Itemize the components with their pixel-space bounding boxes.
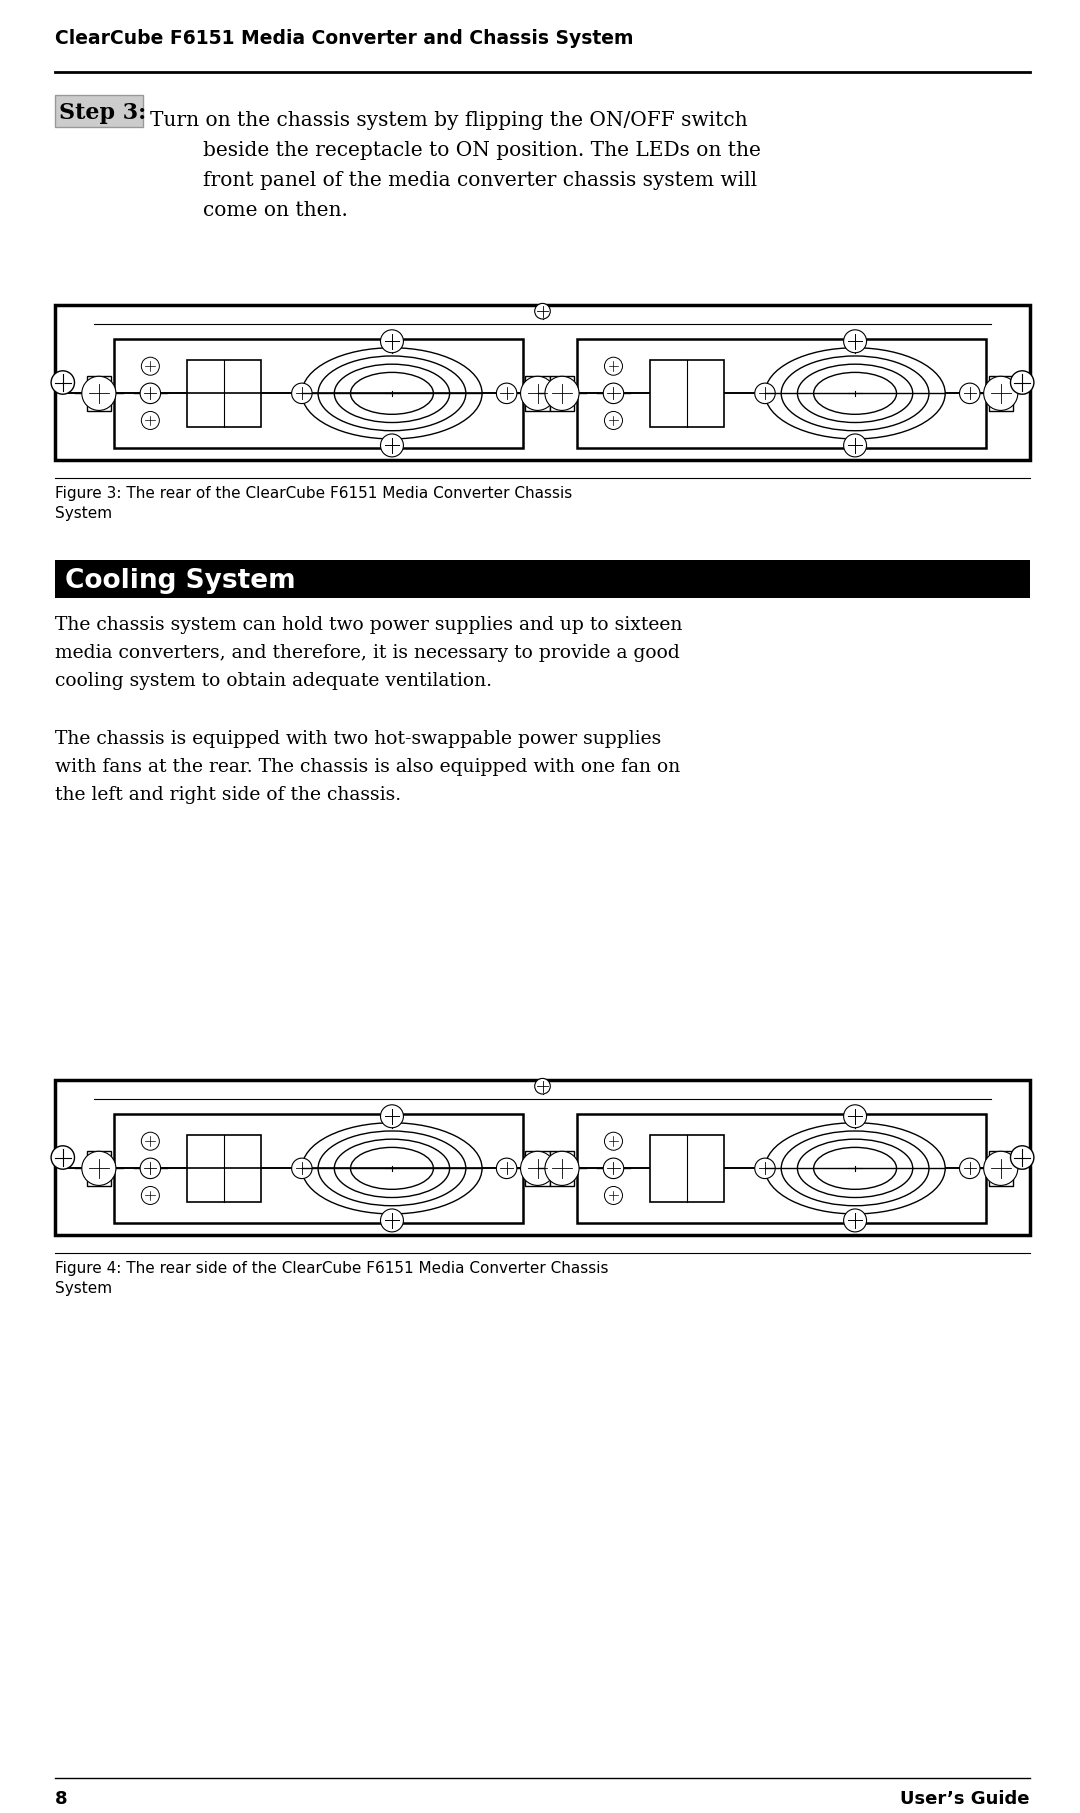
Bar (550, 375, 575, 412)
Circle shape (605, 357, 622, 375)
Bar (577, 1115, 986, 1222)
Circle shape (984, 377, 1017, 410)
Text: front panel of the media converter chassis system will: front panel of the media converter chass… (203, 170, 757, 190)
Bar (55, 305, 1030, 461)
Circle shape (497, 383, 517, 404)
Circle shape (959, 1159, 980, 1178)
Text: cooling system to obtain adequate ventilation.: cooling system to obtain adequate ventil… (55, 673, 492, 691)
Bar (113, 339, 523, 448)
Bar (187, 359, 261, 428)
Circle shape (535, 1079, 551, 1093)
Text: with fans at the rear. The chassis is also equipped with one fan on: with fans at the rear. The chassis is al… (55, 758, 680, 776)
Text: media converters, and therefore, it is necessary to provide a good: media converters, and therefore, it is n… (55, 644, 679, 662)
Circle shape (843, 433, 866, 457)
Bar (55, 94, 143, 127)
Text: The chassis system can hold two power supplies and up to sixteen: The chassis system can hold two power su… (55, 616, 683, 635)
Text: System: System (55, 506, 112, 520)
Ellipse shape (319, 1131, 465, 1206)
Ellipse shape (351, 372, 433, 415)
Circle shape (380, 1104, 404, 1128)
Ellipse shape (335, 1139, 449, 1198)
Ellipse shape (797, 364, 913, 422)
Ellipse shape (797, 1139, 913, 1198)
Bar (550, 1151, 575, 1186)
Circle shape (959, 383, 980, 404)
Bar (113, 1115, 523, 1222)
Text: beside the receptacle to ON position. The LEDs on the: beside the receptacle to ON position. Th… (203, 141, 761, 160)
Bar (187, 1135, 261, 1202)
Circle shape (141, 412, 160, 430)
Circle shape (141, 1131, 160, 1149)
Ellipse shape (302, 1122, 482, 1215)
Text: ClearCube F6151 Media Converter and Chassis System: ClearCube F6151 Media Converter and Chas… (55, 29, 634, 47)
Text: the left and right side of the chassis.: the left and right side of the chassis. (55, 787, 401, 803)
Bar (526, 1151, 550, 1186)
Ellipse shape (335, 364, 449, 422)
Ellipse shape (351, 1148, 433, 1189)
Circle shape (843, 330, 866, 354)
Text: 8: 8 (55, 1789, 68, 1808)
Ellipse shape (302, 348, 482, 439)
Circle shape (497, 1159, 517, 1178)
Circle shape (984, 1151, 1017, 1186)
Circle shape (141, 1186, 160, 1204)
Circle shape (380, 330, 404, 354)
Circle shape (82, 1151, 116, 1186)
Bar (650, 1135, 724, 1202)
Ellipse shape (781, 355, 929, 431)
Text: Cooling System: Cooling System (65, 567, 296, 595)
Bar (55, 560, 1030, 598)
Bar (650, 359, 724, 428)
Bar (526, 375, 550, 412)
Ellipse shape (319, 355, 465, 431)
Ellipse shape (813, 1148, 896, 1189)
Circle shape (605, 412, 622, 430)
Text: User’s Guide: User’s Guide (901, 1789, 1030, 1808)
Text: System: System (55, 1282, 112, 1296)
Circle shape (521, 1151, 555, 1186)
Ellipse shape (765, 348, 945, 439)
Text: come on then.: come on then. (203, 201, 348, 219)
Circle shape (843, 1104, 866, 1128)
Circle shape (51, 1146, 75, 1169)
Circle shape (1011, 372, 1034, 393)
Text: Figure 3: The rear of the ClearCube F6151 Media Converter Chassis: Figure 3: The rear of the ClearCube F615… (55, 486, 572, 500)
Bar (86, 375, 111, 412)
Bar (577, 339, 986, 448)
Circle shape (605, 1131, 622, 1149)
Bar (988, 375, 1013, 412)
Bar (86, 1151, 111, 1186)
Circle shape (292, 383, 312, 404)
Circle shape (140, 1159, 161, 1178)
Text: Turn on the chassis system by flipping the ON/OFF switch: Turn on the chassis system by flipping t… (150, 111, 747, 131)
Ellipse shape (781, 1131, 929, 1206)
Bar (988, 1151, 1013, 1186)
Circle shape (1011, 1146, 1034, 1169)
Text: Step 3:: Step 3: (59, 102, 146, 123)
Circle shape (755, 383, 775, 404)
Circle shape (141, 357, 160, 375)
Circle shape (545, 1151, 579, 1186)
Circle shape (755, 1159, 775, 1178)
Bar (55, 1081, 1030, 1235)
Circle shape (535, 303, 551, 319)
Circle shape (380, 1209, 404, 1231)
Circle shape (380, 433, 404, 457)
Circle shape (521, 377, 555, 410)
Ellipse shape (765, 1122, 945, 1215)
Text: Figure 4: The rear side of the ClearCube F6151 Media Converter Chassis: Figure 4: The rear side of the ClearCube… (55, 1262, 608, 1276)
Circle shape (82, 377, 116, 410)
Circle shape (843, 1209, 866, 1231)
Circle shape (140, 383, 161, 404)
Circle shape (292, 1159, 312, 1178)
Circle shape (605, 1186, 622, 1204)
Circle shape (51, 372, 75, 393)
Circle shape (545, 377, 579, 410)
Circle shape (604, 1159, 624, 1178)
Ellipse shape (813, 372, 896, 415)
Circle shape (604, 383, 624, 404)
Text: The chassis is equipped with two hot-swappable power supplies: The chassis is equipped with two hot-swa… (55, 731, 661, 749)
